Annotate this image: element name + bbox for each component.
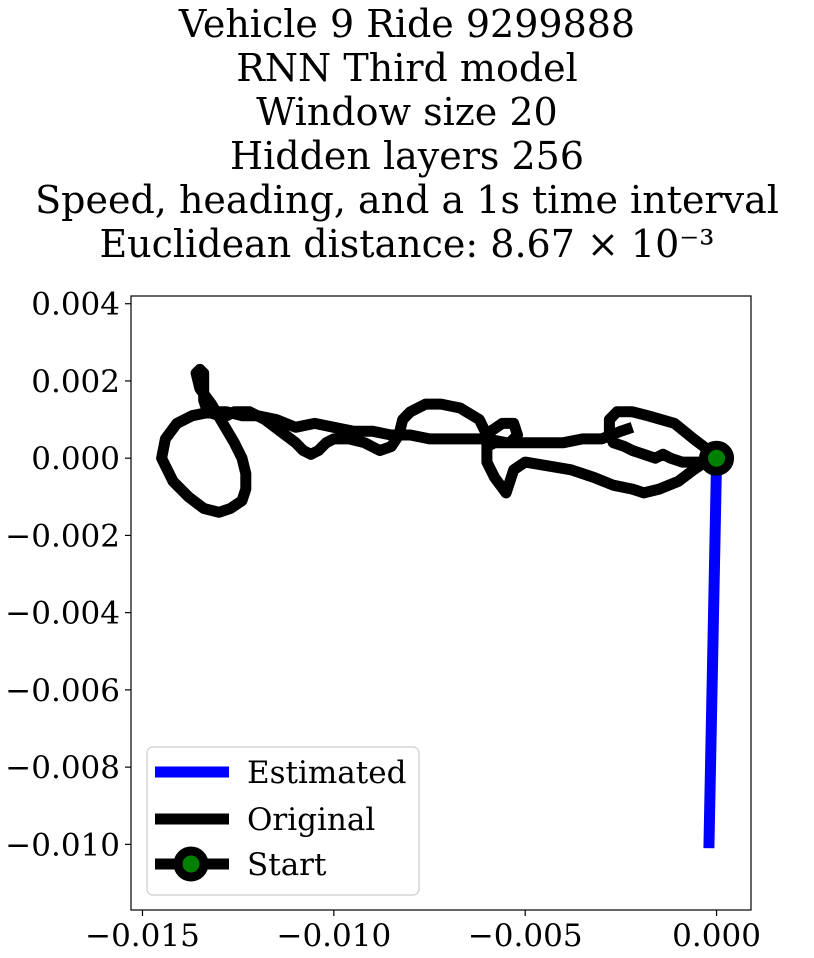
- y-tick-label: 0.004: [31, 287, 120, 323]
- legend-box: [146, 746, 420, 896]
- y-tick-label: −0.002: [5, 518, 120, 554]
- legend: Estimated Original Start: [146, 746, 420, 896]
- y-tick-label: −0.010: [5, 827, 120, 863]
- legend-marker-start: [173, 846, 209, 882]
- plot-area: [156, 363, 735, 849]
- x-tick-label: −0.015: [85, 918, 200, 954]
- plot-layer: [156, 363, 735, 849]
- legend-label-original: Original: [247, 802, 375, 838]
- title-line-2: RNN Third model: [236, 46, 578, 90]
- x-tick-label: 0.000: [672, 918, 761, 954]
- x-tick-label: −0.010: [276, 918, 391, 954]
- legend-label-estimated: Estimated: [247, 755, 406, 791]
- start-marker: [699, 440, 735, 476]
- x-tick-label: −0.005: [468, 918, 583, 954]
- title-line-5: Speed, heading, and a 1s time interval: [35, 178, 779, 222]
- title-line-4: Hidden layers 256: [229, 134, 585, 178]
- series-line-estimated: [703, 458, 723, 849]
- y-tick-label: −0.004: [5, 596, 120, 632]
- chart-title: Vehicle 9 Ride 9299888 RNN Third model W…: [0, 2, 814, 266]
- y-tick-label: −0.008: [5, 750, 120, 786]
- axes-layer: −0.015 −0.010 −0.005 0.000 0.004 0.002 0.000 −0…: [5, 287, 761, 954]
- y-tick-label: 0.002: [31, 364, 120, 400]
- plot-frame: [130, 295, 752, 911]
- title-line-1: Vehicle 9 Ride 9299888: [178, 2, 636, 46]
- y-tick-label: 0.000: [31, 441, 120, 477]
- title-line-3: Window size 20: [256, 90, 558, 134]
- legend-label-start: Start: [247, 847, 327, 883]
- y-tick-label: −0.006: [5, 673, 120, 709]
- title-line-6: Euclidean distance: 8.67 × 10⁻³: [99, 222, 715, 266]
- series-line-original: [156, 363, 723, 518]
